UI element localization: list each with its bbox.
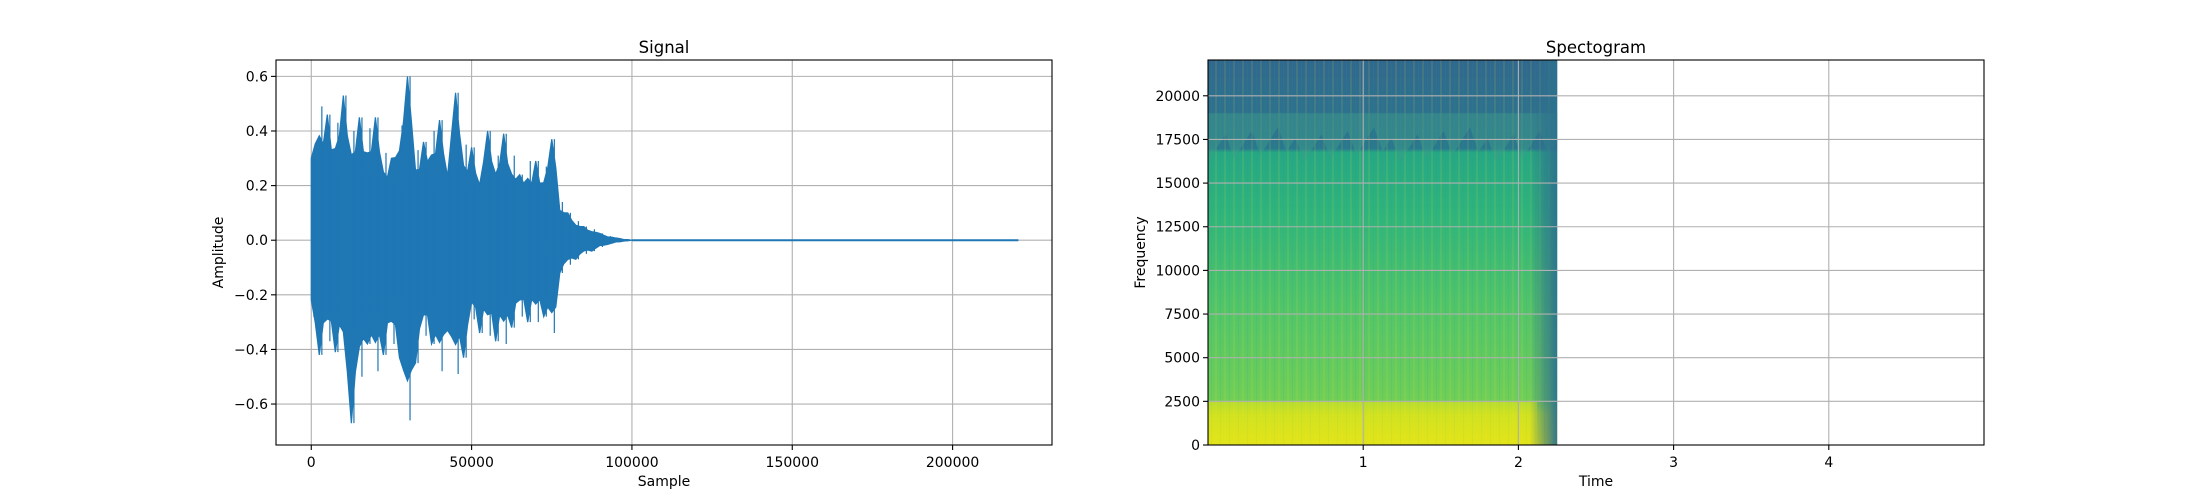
signal-x-tick-label: 50000: [449, 455, 494, 471]
spectrogram-high-edge: [1208, 113, 1558, 163]
spectrogram-y-axis-label: Frequency: [1133, 216, 1149, 288]
signal-x-tick-label: 150000: [766, 455, 819, 471]
signal-y-tick-label: −0.2: [234, 288, 268, 304]
signal-x-ticks: 0 50000 100000 150000 200000: [307, 445, 979, 471]
spectrogram-y-tick-label: 17500: [1155, 132, 1200, 148]
signal-title: Signal: [639, 38, 690, 57]
spectrogram-title: Spectogram: [1546, 38, 1646, 57]
signal-x-tick-label: 200000: [926, 455, 979, 471]
signal-y-tick-label: 0.2: [246, 179, 268, 195]
spectrogram-y-tick-label: 20000: [1155, 89, 1200, 105]
spectrogram-plot-frame: [1207, 59, 1985, 446]
spectrogram-plot: 1 2 3 4 0 2500 5000 7500 10000 12500 15000 17500 20…: [1133, 38, 1985, 490]
spectrogram-fade: [1529, 60, 1558, 445]
signal-y-tick-label: 0.6: [246, 69, 268, 85]
spectrogram-image: [1208, 60, 1558, 445]
spectrogram-y-tick-label: 2500: [1164, 394, 1200, 410]
spectrogram-y-tick-label: 0: [1191, 438, 1200, 454]
spectrogram-y-tick-label: 15000: [1155, 176, 1200, 192]
spectrogram-y-ticks: 0 2500 5000 7500 10000 12500 15000 17500 20000: [1155, 89, 1208, 454]
spectrogram-x-axis-label: Time: [1578, 474, 1613, 490]
signal-plot: 0 50000 100000 150000 200000 −0.6 −0.4 −0.2 0.0…: [211, 38, 1053, 490]
spectrogram-low-band: [1208, 401, 1538, 445]
signal-x-axis-label: Sample: [638, 474, 691, 490]
spectrogram-y-tick-label: 12500: [1155, 220, 1200, 236]
spectrogram-y-tick-label: 5000: [1164, 351, 1200, 367]
spectrogram-x-tick-label: 1: [1359, 455, 1368, 471]
spectrogram-y-tick-label: 7500: [1164, 307, 1200, 323]
signal-y-tick-label: 0.0: [246, 233, 268, 249]
signal-y-tick-label: 0.4: [246, 124, 268, 140]
spectrogram-x-tick-label: 3: [1669, 455, 1678, 471]
signal-y-tick-label: −0.4: [234, 342, 268, 358]
signal-y-ticks: −0.6 −0.4 −0.2 0.0 0.2 0.4 0.6: [234, 69, 276, 413]
spectrogram-texture: [1208, 60, 1558, 445]
signal-y-axis-label: Amplitude: [211, 217, 227, 289]
signal-y-tick-label: −0.6: [234, 397, 268, 413]
spectrogram-y-tick-label: 10000: [1155, 263, 1200, 279]
spectrogram-x-ticks: 1 2 3 4: [1359, 445, 1833, 471]
spectrogram-grid: [1208, 60, 1984, 446]
signal-plot-frame: [275, 59, 1053, 446]
spectrogram-x-tick-label: 4: [1824, 455, 1833, 471]
signal-x-tick-label: 100000: [605, 455, 658, 471]
spectrogram-x-tick-label: 2: [1514, 455, 1523, 471]
signal-x-tick-label: 0: [307, 455, 316, 471]
